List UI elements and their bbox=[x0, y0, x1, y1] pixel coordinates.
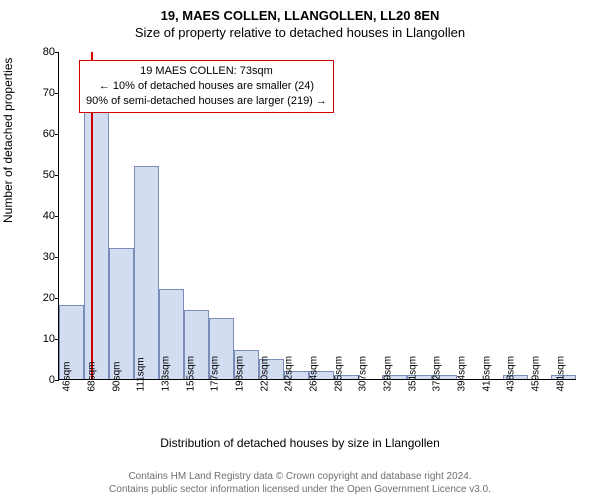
y-tick-label: 20 bbox=[27, 292, 55, 304]
footer-line-2: Contains public sector information licen… bbox=[0, 483, 600, 496]
title-main: 19, MAES COLLEN, LLANGOLLEN, LL20 8EN bbox=[0, 0, 600, 23]
y-tick-mark bbox=[55, 339, 59, 340]
y-tick-mark bbox=[55, 298, 59, 299]
y-tick-mark bbox=[55, 52, 59, 53]
histogram-bar bbox=[109, 248, 134, 379]
y-tick-label: 70 bbox=[27, 87, 55, 99]
footer-line-1: Contains HM Land Registry data © Crown c… bbox=[0, 470, 600, 483]
y-tick-mark bbox=[55, 175, 59, 176]
y-axis-label: Number of detached properties bbox=[1, 58, 15, 223]
chart-plot-area: 19 MAES COLLEN: 73sqm ← 10% of detached … bbox=[58, 52, 576, 380]
y-tick-label: 50 bbox=[27, 169, 55, 181]
legend-line-3: 90% of semi-detached houses are larger (… bbox=[86, 94, 327, 109]
y-tick-mark bbox=[55, 257, 59, 258]
legend-line-1: 19 MAES COLLEN: 73sqm bbox=[86, 64, 327, 79]
y-tick-mark bbox=[55, 134, 59, 135]
x-tick-labels: 46sqm68sqm90sqm111sqm133sqm155sqm177sqm1… bbox=[58, 382, 576, 442]
footer-attribution: Contains HM Land Registry data © Crown c… bbox=[0, 470, 600, 496]
legend-line-2: ← 10% of detached houses are smaller (24… bbox=[86, 79, 327, 94]
histogram-bar bbox=[134, 166, 159, 379]
y-tick-mark bbox=[55, 380, 59, 381]
y-tick-label: 0 bbox=[27, 374, 55, 386]
legend-box: 19 MAES COLLEN: 73sqm ← 10% of detached … bbox=[79, 60, 334, 113]
histogram-bar bbox=[84, 109, 109, 379]
y-tick-label: 10 bbox=[27, 333, 55, 345]
title-sub: Size of property relative to detached ho… bbox=[0, 23, 600, 44]
y-tick-label: 40 bbox=[27, 210, 55, 222]
y-tick-label: 80 bbox=[27, 46, 55, 58]
y-tick-label: 60 bbox=[27, 128, 55, 140]
x-axis-label: Distribution of detached houses by size … bbox=[0, 436, 600, 450]
y-tick-mark bbox=[55, 216, 59, 217]
y-tick-label: 30 bbox=[27, 251, 55, 263]
y-tick-mark bbox=[55, 93, 59, 94]
